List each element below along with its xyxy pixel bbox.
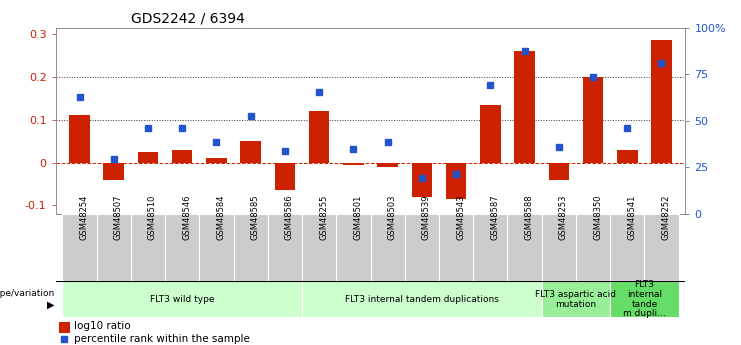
Text: GSM48254: GSM48254 bbox=[79, 195, 88, 240]
Bar bbox=[473, 214, 508, 281]
Text: GSM48255: GSM48255 bbox=[319, 195, 328, 240]
Bar bbox=[233, 214, 268, 281]
Bar bbox=[199, 214, 233, 281]
Bar bbox=[645, 214, 679, 281]
Bar bbox=[610, 214, 645, 281]
Text: GSM48507: GSM48507 bbox=[114, 195, 123, 240]
Bar bbox=[651, 40, 672, 162]
Text: percentile rank within the sample: percentile rank within the sample bbox=[74, 334, 250, 344]
Bar bbox=[439, 214, 473, 281]
Bar bbox=[548, 162, 569, 180]
Text: GSM48588: GSM48588 bbox=[525, 195, 534, 240]
Bar bbox=[480, 105, 501, 162]
Text: genotype/variation: genotype/variation bbox=[0, 289, 55, 298]
Bar bbox=[309, 111, 330, 162]
Text: GSM48543: GSM48543 bbox=[456, 195, 465, 240]
Text: GSM48539: GSM48539 bbox=[422, 195, 431, 240]
Bar bbox=[59, 322, 70, 333]
Bar bbox=[405, 214, 439, 281]
Bar bbox=[62, 281, 302, 317]
Bar bbox=[336, 214, 370, 281]
Bar bbox=[582, 77, 603, 162]
Bar bbox=[377, 162, 398, 167]
Bar bbox=[138, 152, 159, 162]
Bar bbox=[268, 214, 302, 281]
Bar bbox=[542, 214, 576, 281]
Text: FLT3
internal
tande
m dupli…: FLT3 internal tande m dupli… bbox=[623, 280, 666, 318]
Bar bbox=[411, 162, 432, 197]
Text: GSM48546: GSM48546 bbox=[182, 195, 191, 240]
Bar bbox=[542, 281, 610, 317]
Text: FLT3 aspartic acid
mutation: FLT3 aspartic acid mutation bbox=[536, 290, 617, 309]
Bar bbox=[514, 51, 535, 162]
Bar bbox=[370, 214, 405, 281]
Text: FLT3 wild type: FLT3 wild type bbox=[150, 295, 214, 304]
Bar bbox=[206, 158, 227, 162]
Text: GSM48586: GSM48586 bbox=[285, 195, 294, 240]
Bar bbox=[302, 281, 542, 317]
Bar bbox=[275, 162, 295, 190]
Bar bbox=[62, 214, 96, 281]
Bar bbox=[343, 162, 364, 165]
Text: FLT3 internal tandem duplications: FLT3 internal tandem duplications bbox=[345, 295, 499, 304]
Text: GSM48503: GSM48503 bbox=[388, 195, 396, 240]
Text: GSM48510: GSM48510 bbox=[148, 195, 157, 240]
Bar bbox=[610, 281, 679, 317]
Text: GDS2242 / 6394: GDS2242 / 6394 bbox=[131, 11, 245, 25]
Bar bbox=[446, 162, 466, 199]
Bar bbox=[508, 214, 542, 281]
Text: ▶: ▶ bbox=[47, 300, 55, 310]
Bar bbox=[576, 214, 610, 281]
Text: GSM48501: GSM48501 bbox=[353, 195, 362, 240]
Text: GSM48252: GSM48252 bbox=[662, 195, 671, 240]
Text: GSM48253: GSM48253 bbox=[559, 195, 568, 240]
Text: log10 ratio: log10 ratio bbox=[74, 322, 131, 331]
Bar bbox=[302, 214, 336, 281]
Bar bbox=[617, 150, 637, 162]
Bar bbox=[69, 115, 90, 162]
Text: GSM48541: GSM48541 bbox=[627, 195, 637, 240]
Bar bbox=[165, 214, 199, 281]
Text: GSM48350: GSM48350 bbox=[593, 195, 602, 240]
Text: GSM48584: GSM48584 bbox=[216, 195, 225, 240]
Bar bbox=[131, 214, 165, 281]
Text: GSM48585: GSM48585 bbox=[250, 195, 259, 240]
Bar bbox=[172, 150, 193, 162]
Bar bbox=[96, 214, 131, 281]
Text: GSM48587: GSM48587 bbox=[491, 195, 499, 240]
Bar bbox=[240, 141, 261, 162]
Bar bbox=[104, 162, 124, 180]
